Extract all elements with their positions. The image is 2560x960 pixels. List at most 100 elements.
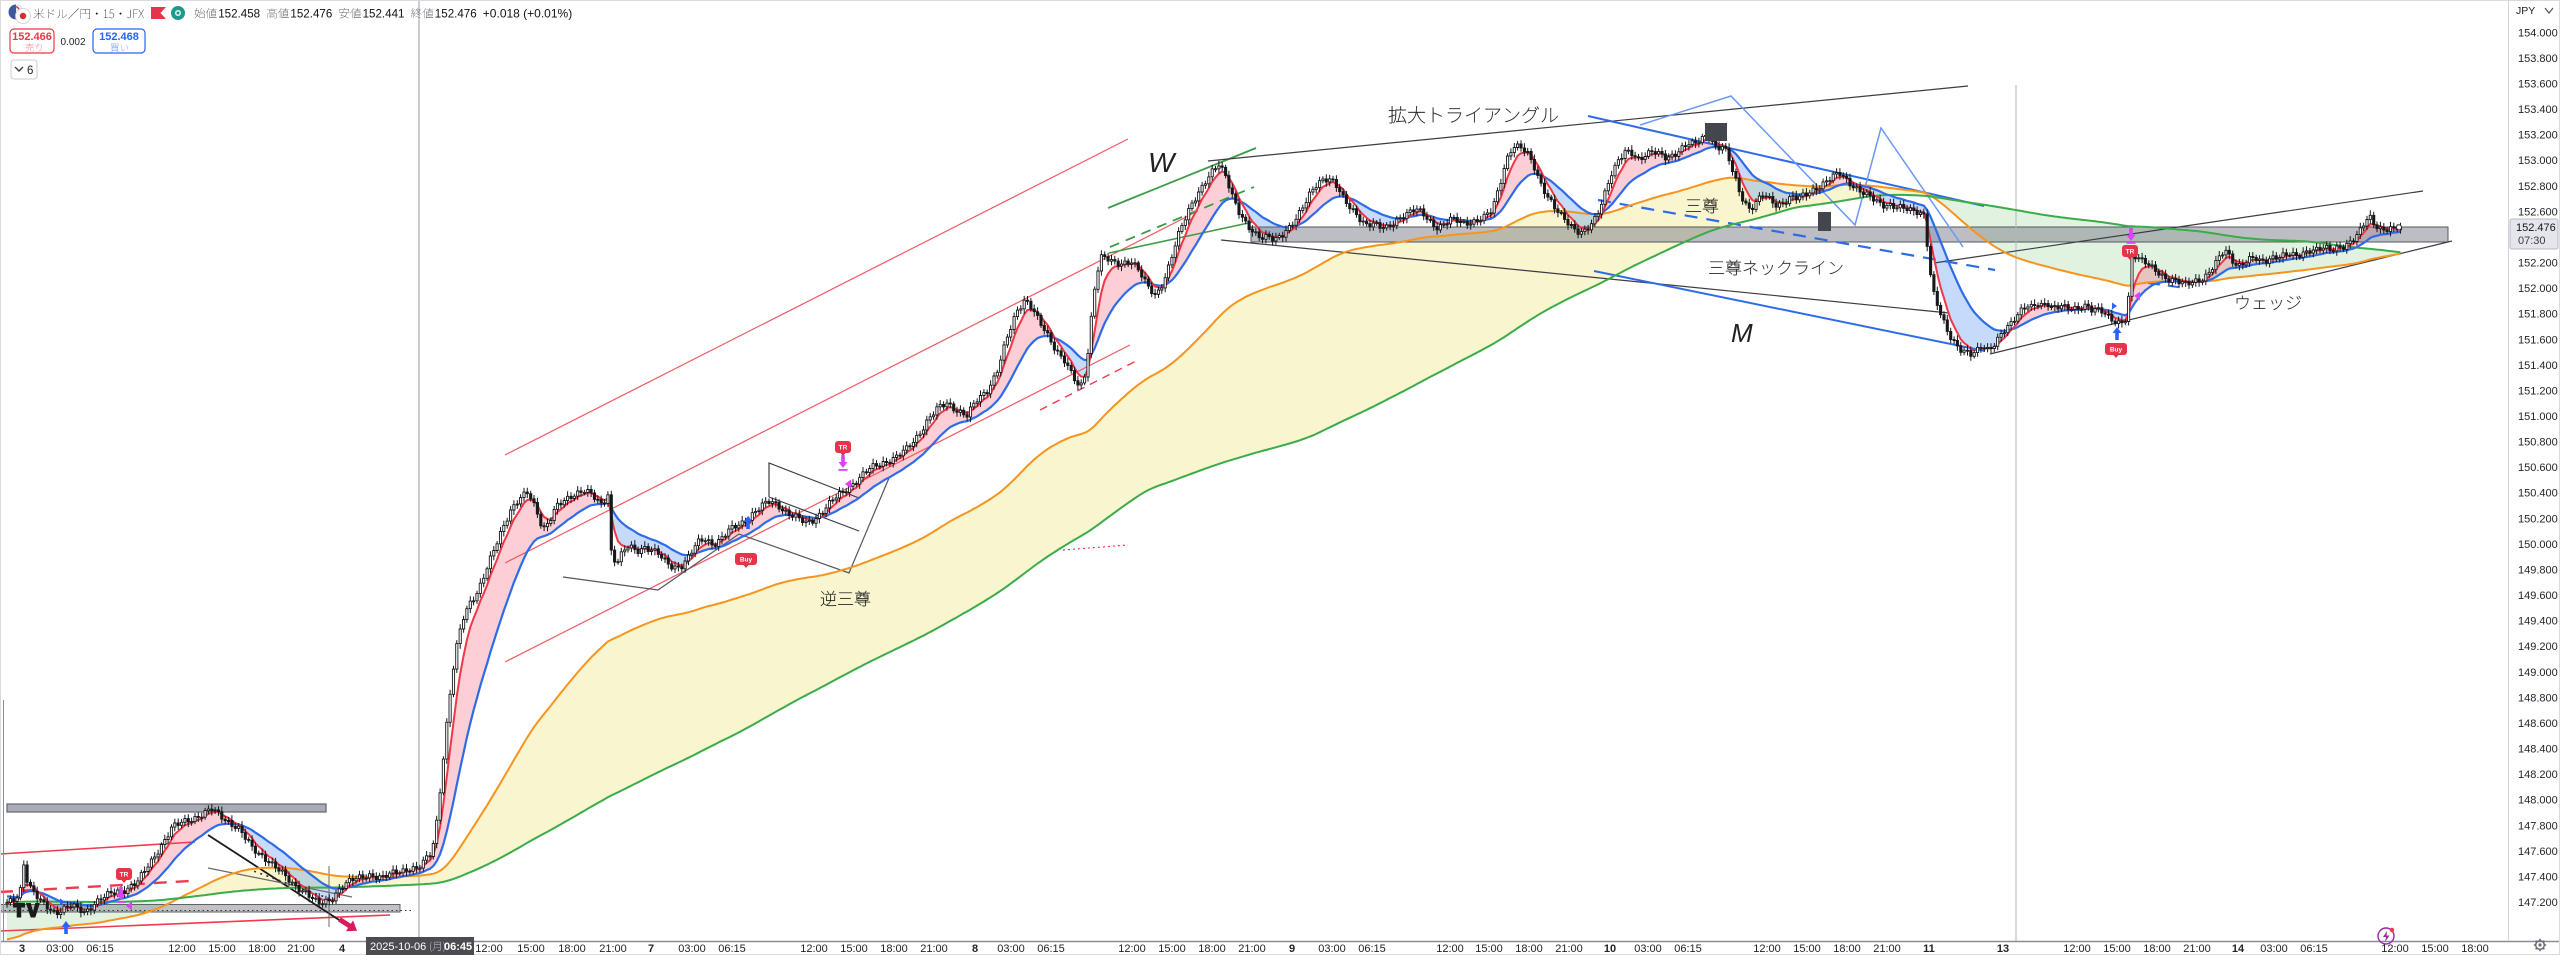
svg-text:152.476: 152.476	[290, 8, 332, 21]
svg-text:153.400: 153.400	[2518, 104, 2558, 116]
svg-text:150.600: 150.600	[2518, 462, 2558, 474]
svg-text:12:00: 12:00	[2381, 943, 2409, 955]
svg-text:152.800: 152.800	[2518, 181, 2558, 193]
svg-text:12:00: 12:00	[475, 943, 503, 955]
svg-text:18:00: 18:00	[2143, 943, 2171, 955]
svg-text:03:00: 03:00	[46, 943, 74, 955]
svg-text:12:00: 12:00	[168, 943, 196, 955]
svg-text:15:00: 15:00	[1475, 943, 1503, 955]
svg-text:11: 11	[1923, 943, 1935, 955]
svg-text:21:00: 21:00	[287, 943, 315, 955]
svg-text:14: 14	[2232, 943, 2245, 955]
svg-text:152.466: 152.466	[12, 31, 52, 43]
svg-text:153.800: 153.800	[2518, 53, 2558, 65]
svg-text:9: 9	[1289, 943, 1295, 955]
svg-text:18:00: 18:00	[1515, 943, 1543, 955]
svg-text:W: W	[1148, 147, 1177, 178]
svg-text:2025-10-06: 2025-10-06	[370, 941, 426, 953]
svg-text:150.400: 150.400	[2518, 488, 2558, 500]
svg-text:12:00: 12:00	[2063, 943, 2091, 955]
svg-text:148.600: 148.600	[2518, 718, 2558, 730]
svg-text:15:00: 15:00	[1793, 943, 1821, 955]
svg-text:149.600: 149.600	[2518, 590, 2558, 602]
svg-text:150.200: 150.200	[2518, 513, 2558, 525]
svg-text:3: 3	[19, 943, 25, 955]
svg-text:151.200: 151.200	[2518, 385, 2558, 397]
svg-text:15:00: 15:00	[2421, 943, 2449, 955]
svg-text:06:15: 06:15	[1674, 943, 1702, 955]
svg-text:21:00: 21:00	[2183, 943, 2211, 955]
svg-text:03:00: 03:00	[1318, 943, 1346, 955]
svg-text:03:00: 03:00	[2260, 943, 2288, 955]
svg-text:148.200: 148.200	[2518, 769, 2558, 781]
svg-text:15:00: 15:00	[517, 943, 545, 955]
svg-text:152.600: 152.600	[2518, 206, 2558, 218]
svg-text:10: 10	[1604, 943, 1616, 955]
svg-text:149.200: 149.200	[2518, 641, 2558, 653]
svg-text:148.800: 148.800	[2518, 692, 2558, 704]
svg-text:18:00: 18:00	[558, 943, 586, 955]
svg-text:4: 4	[339, 943, 346, 955]
svg-text:152.200: 152.200	[2518, 258, 2558, 270]
svg-text:06:15: 06:15	[2300, 943, 2328, 955]
svg-text:18:00: 18:00	[1833, 943, 1861, 955]
svg-text:TR: TR	[839, 445, 848, 452]
svg-text:154.000: 154.000	[2518, 27, 2558, 39]
svg-text:03:00: 03:00	[1634, 943, 1662, 955]
svg-text:149.400: 149.400	[2518, 616, 2558, 628]
svg-text:12:00: 12:00	[1436, 943, 1464, 955]
svg-text:152.458: 152.458	[218, 8, 260, 21]
svg-text:03:00: 03:00	[678, 943, 706, 955]
svg-text:147.400: 147.400	[2518, 871, 2558, 883]
svg-text:07:30: 07:30	[2518, 235, 2546, 247]
svg-text:15:00: 15:00	[840, 943, 868, 955]
svg-text:Buy: Buy	[2110, 347, 2123, 354]
svg-text:JPY: JPY	[2516, 5, 2535, 17]
svg-text:152.000: 152.000	[2518, 283, 2558, 295]
svg-text:152.476: 152.476	[2516, 222, 2556, 234]
svg-text:8: 8	[972, 943, 978, 955]
svg-text:151.800: 151.800	[2518, 309, 2558, 321]
svg-text:18:00: 18:00	[2461, 943, 2489, 955]
svg-text:153.600: 153.600	[2518, 79, 2558, 91]
svg-text:TR: TR	[2126, 249, 2135, 256]
svg-text:06:45: 06:45	[444, 941, 472, 953]
svg-text:150.000: 150.000	[2518, 539, 2558, 551]
svg-text:12:00: 12:00	[1753, 943, 1781, 955]
svg-text:149.000: 149.000	[2518, 667, 2558, 679]
svg-text:15:00: 15:00	[1158, 943, 1186, 955]
svg-text:153.200: 153.200	[2518, 130, 2558, 142]
svg-text:21:00: 21:00	[920, 943, 948, 955]
svg-text:152.476: 152.476	[435, 8, 477, 21]
svg-text:148.400: 148.400	[2518, 744, 2558, 756]
svg-text:147.200: 147.200	[2518, 897, 2558, 909]
svg-text:06:15: 06:15	[86, 943, 114, 955]
svg-text:18:00: 18:00	[248, 943, 276, 955]
svg-text:+0.018 (+0.01%): +0.018 (+0.01%)	[483, 7, 572, 21]
svg-text:12:00: 12:00	[800, 943, 828, 955]
svg-text:0.002: 0.002	[60, 37, 85, 48]
svg-text:Buy: Buy	[740, 557, 753, 564]
svg-text:151.000: 151.000	[2518, 411, 2558, 423]
svg-text:7: 7	[648, 943, 654, 955]
svg-text:148.000: 148.000	[2518, 795, 2558, 807]
svg-text:13: 13	[1997, 943, 2009, 955]
svg-text:150.800: 150.800	[2518, 437, 2558, 449]
svg-text:149.800: 149.800	[2518, 565, 2558, 577]
svg-text:152.468: 152.468	[99, 31, 139, 43]
svg-text:06:15: 06:15	[1358, 943, 1386, 955]
svg-text:18:00: 18:00	[880, 943, 908, 955]
svg-text:6: 6	[27, 65, 33, 77]
svg-text:12:00: 12:00	[1118, 943, 1146, 955]
svg-text:03:00: 03:00	[997, 943, 1025, 955]
svg-text:06:15: 06:15	[718, 943, 746, 955]
svg-text:147.800: 147.800	[2518, 820, 2558, 832]
svg-text:21:00: 21:00	[599, 943, 627, 955]
svg-text:18:00: 18:00	[1198, 943, 1226, 955]
svg-text:06:15: 06:15	[1037, 943, 1065, 955]
svg-text:151.600: 151.600	[2518, 334, 2558, 346]
svg-text:TR: TR	[120, 872, 129, 879]
svg-text:153.000: 153.000	[2518, 155, 2558, 167]
svg-text:M: M	[1731, 318, 1753, 348]
svg-text:152.441: 152.441	[363, 8, 405, 21]
